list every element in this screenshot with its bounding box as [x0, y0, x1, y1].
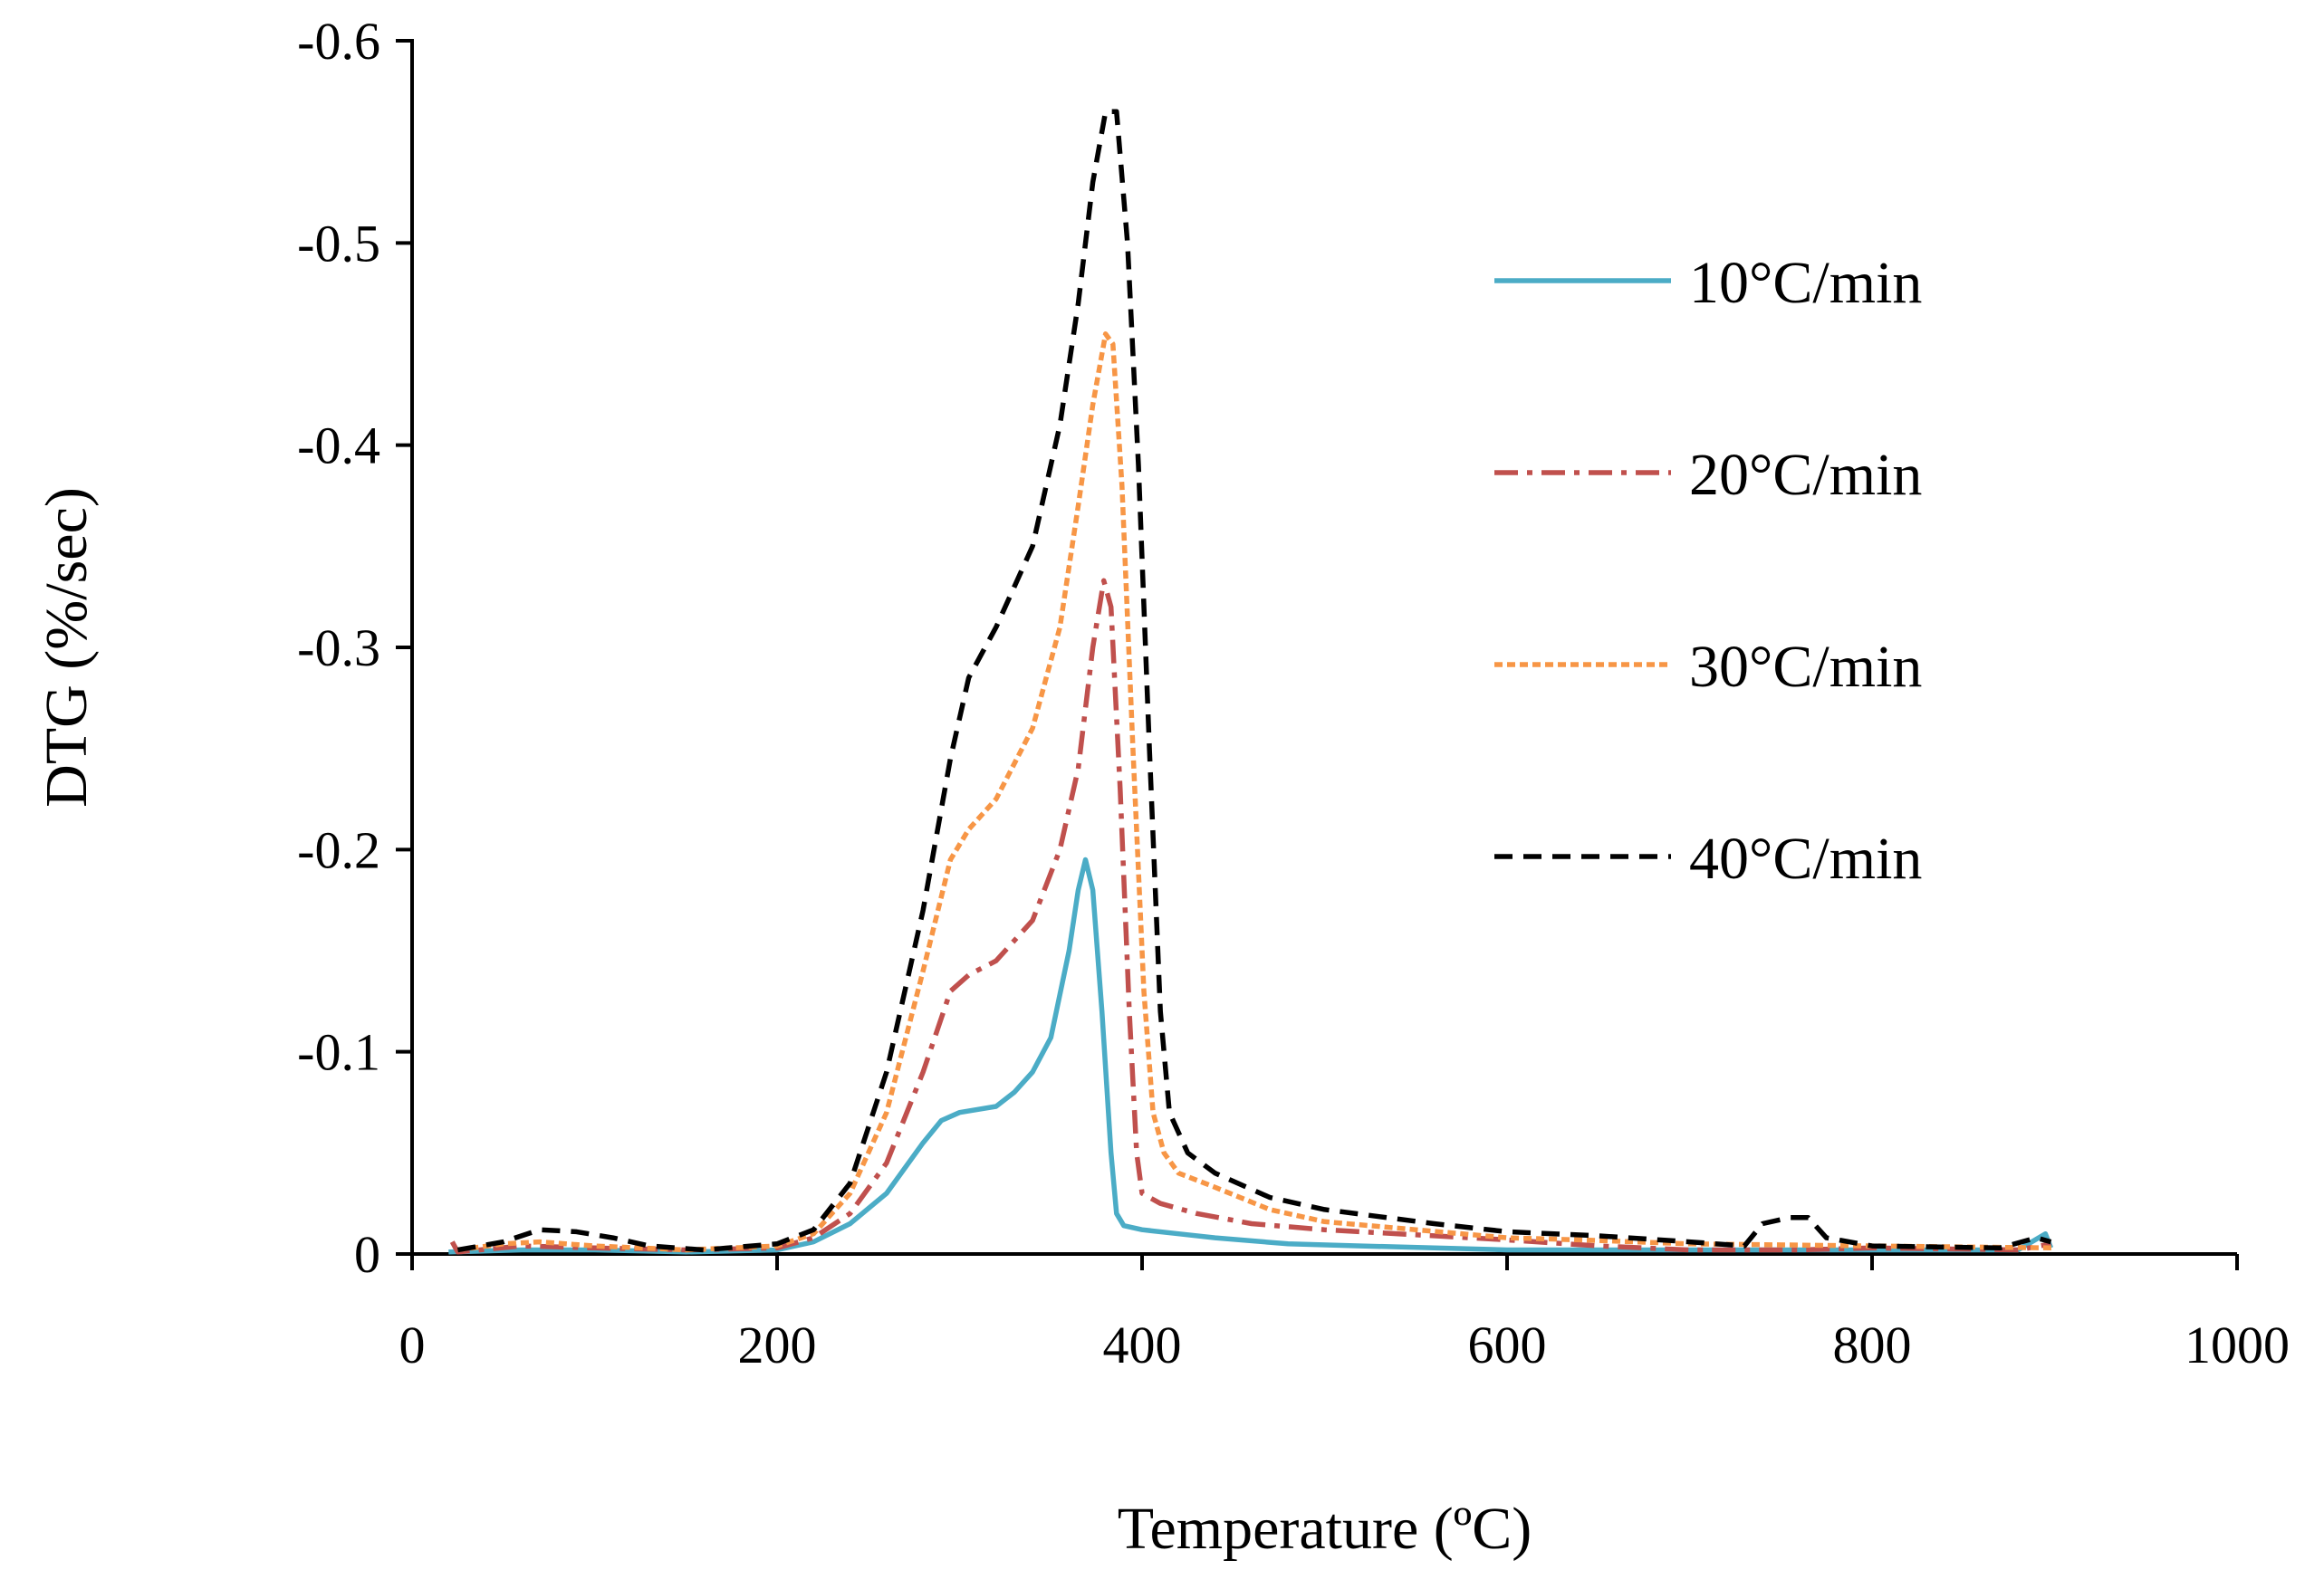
series-line-3	[457, 331, 2055, 1253]
y-axis-title: DTG (%/sec)	[34, 487, 100, 808]
x-tick-label: 800	[1833, 1316, 1912, 1374]
series-line-2	[449, 578, 2051, 1255]
x-tick-label: 1000	[2185, 1316, 2290, 1374]
legend: 10°C/min 20°C/min 30°C/min 40°C/min	[1494, 250, 1922, 892]
legend-label-1: 10°C/min	[1689, 250, 1922, 316]
legend-label-3: 30°C/min	[1689, 634, 1922, 700]
x-tick-label: 0	[399, 1316, 426, 1374]
y-tick-label: -0.2	[297, 820, 380, 879]
series-line-4	[456, 109, 2052, 1253]
legend-label-4: 40°C/min	[1689, 826, 1922, 892]
y-tick-label: -0.4	[297, 416, 380, 475]
y-ticks: 0 -0.1 -0.2 -0.3 -0.4 -0.5 -0.6	[297, 12, 412, 1284]
x-tick-label: 400	[1103, 1316, 1182, 1374]
x-tick-label: 200	[738, 1316, 817, 1374]
y-tick-label: -0.5	[297, 214, 380, 273]
series-lines	[448, 109, 2055, 1255]
y-tick-label: -0.6	[297, 12, 380, 71]
y-tick-label: -0.1	[297, 1023, 380, 1082]
x-tick-label: 600	[1468, 1316, 1547, 1374]
legend-label-2: 20°C/min	[1689, 442, 1922, 508]
axes	[410, 39, 2237, 1256]
x-ticks: 0 200 400 600 800 1000	[399, 1254, 2290, 1374]
x-axis-title: Temperature (ºC)	[1118, 1496, 1532, 1562]
y-tick-label: 0	[354, 1225, 380, 1284]
series-line-1	[448, 857, 2054, 1255]
y-tick-label: -0.3	[297, 618, 380, 677]
